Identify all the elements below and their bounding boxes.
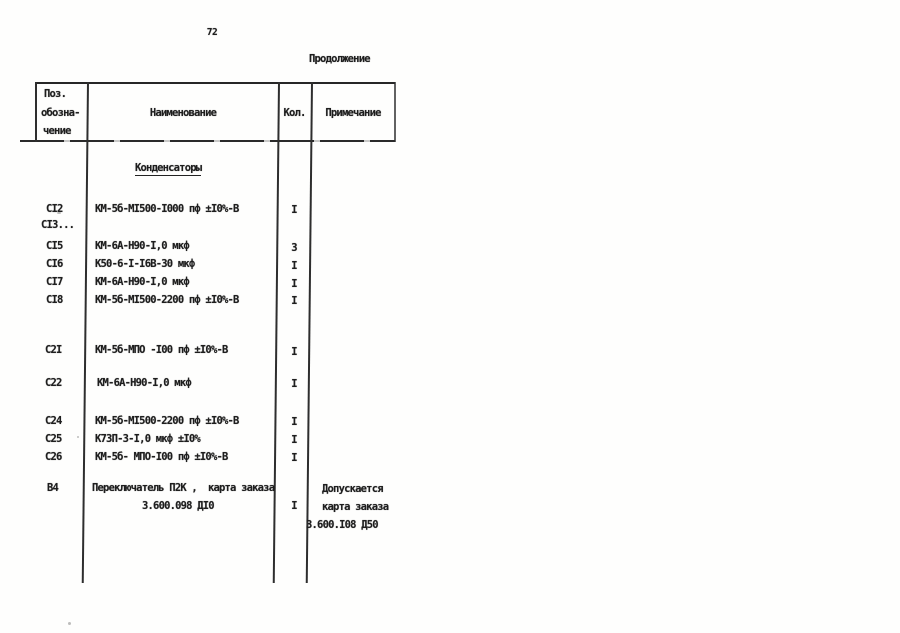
table-border-top [35,82,395,84]
continuation-label: Продолжение [309,53,371,65]
row-qty: I [291,500,297,512]
row-pos: С2I [45,344,62,356]
row-pos: СI3... [41,219,75,231]
section-title: Конденсаторы [135,161,202,176]
row-note-line1: Допускается [322,483,384,495]
row-name-line2: 3.600.098 ДI0 [142,500,215,512]
scan-speck [68,622,71,625]
row-qty: I [291,278,297,290]
table-border-right [394,82,396,142]
row-name-line1: Переключатель П2К , карта заказа [92,482,275,494]
row-name: КМ-6А-Н90-I,0 мкф [95,240,190,252]
row-name: КМ-5б-МI500-2200 пф ±I0%-В [95,294,239,306]
header-name: Наименование [149,107,217,119]
row-pos: СI8 [46,294,63,306]
column-divider-qty-note [305,81,313,583]
header-pos-line1: Поз. [44,88,67,100]
row-qty: I [291,416,297,428]
row-name: КМ-5б-МI500-I000 пф ±I0%-В [95,203,239,215]
row-name: КМ-6А-Н90-I,0 мкф [95,276,190,288]
header-qty: Кол. [283,107,306,119]
row-name: КМ-6А-Н90-I,0 мкф [97,377,192,389]
row-name: К73П-3-I,0 мкф ±I0% [95,433,201,445]
row-name: КМ-5б-МПО -I00 пф ±I0%-В [95,344,228,356]
row-qty: I [291,434,297,446]
row-pos: СI5 [46,240,63,252]
row-pos: В4 [47,482,59,494]
column-divider-name-qty [272,81,280,583]
row-name: К50-6-I-I6В-30 мкф [95,258,195,270]
header-pos-line2: обозна- [41,107,80,119]
header-pos-line3: чение [43,125,71,137]
scan-speck [57,212,61,214]
row-name: КМ-5б- МПО-I00 пф ±I0%-В [95,451,228,463]
page-number: 72 [206,27,218,38]
row-qty: I [291,204,297,216]
table-header-separator [20,140,395,142]
header-note: Примечание [325,107,381,119]
row-name: КМ-5б-МI500-2200 пф ±I0%-В [95,415,239,427]
row-qty: I [291,452,297,464]
table-border-left [35,82,37,142]
row-qty: I [291,346,297,358]
row-note-line3: 3.600.I08 Д50 [306,519,379,531]
row-pos: С26 [45,451,62,463]
row-note-line2: карта заказа [322,501,389,513]
row-pos: СI6 [46,258,63,270]
row-pos: СI7 [46,276,63,288]
row-pos: СI2 [46,203,63,215]
row-qty: I [291,295,297,307]
row-qty: I [291,378,297,390]
row-pos: С24 [45,415,62,427]
row-qty: 3 [291,242,297,254]
column-divider-pos-name [81,81,89,583]
scan-speck [77,436,79,438]
row-pos: С22 [45,377,62,389]
row-pos: С25 [45,433,62,445]
section-title-text: Конденсаторы [135,162,202,176]
row-qty: I [291,260,297,272]
